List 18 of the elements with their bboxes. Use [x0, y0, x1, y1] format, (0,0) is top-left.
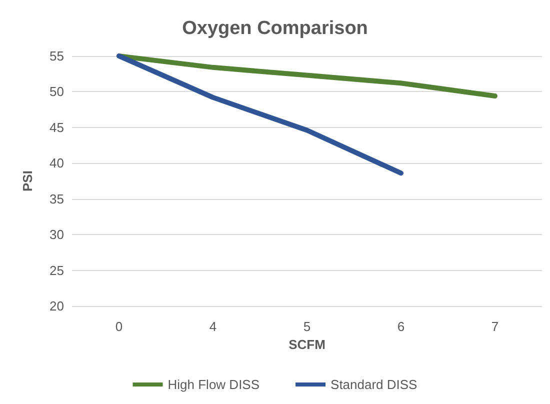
y-tick-label: 30 — [50, 227, 64, 242]
y-tick-label: 35 — [50, 191, 64, 206]
legend-label: Standard DISS — [330, 377, 418, 392]
y-tick-label: 20 — [50, 298, 64, 314]
chart-title: Oxygen Comparison — [182, 18, 368, 39]
legend-label: High Flow DISS — [168, 377, 260, 392]
x-tick-label: 6 — [397, 319, 405, 334]
x-tick-label: 4 — [209, 319, 217, 334]
y-axis-title: PSI — [20, 170, 35, 192]
x-tick-label: 7 — [491, 319, 499, 334]
x-tick-label: 5 — [303, 319, 311, 334]
x-tick-label: 0 — [115, 319, 123, 334]
y-tick-label: 45 — [50, 120, 64, 135]
y-tick-label: 40 — [50, 156, 64, 171]
y-tick-label: 50 — [50, 84, 64, 100]
y-tick-label: 25 — [50, 262, 64, 278]
x-axis-title: SCFM — [288, 336, 326, 352]
y-tick-label: 55 — [50, 48, 64, 64]
